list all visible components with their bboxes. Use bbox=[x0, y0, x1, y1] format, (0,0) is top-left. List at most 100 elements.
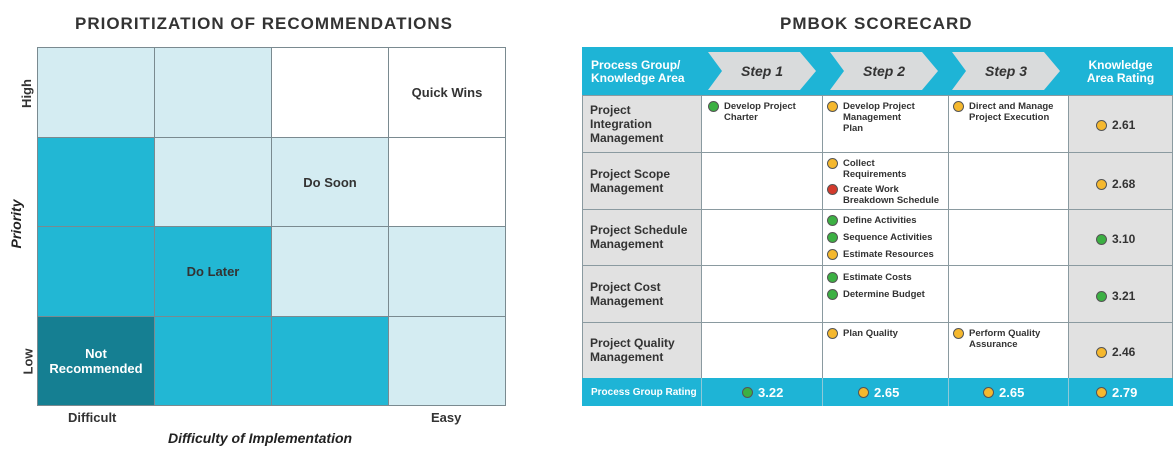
do-soon-label: Do Soon bbox=[303, 174, 357, 190]
rating-value: 2.65 bbox=[874, 385, 900, 400]
item-perform-quality-assurance: Perform Quality Assurance bbox=[953, 328, 1040, 350]
rating-scope: 2.68 bbox=[1096, 177, 1135, 191]
scorecard-footer bbox=[582, 378, 1173, 406]
item-estimate-resources: Estimate Resources bbox=[827, 249, 934, 260]
area-name-scope-line1: Project Scope bbox=[590, 167, 671, 181]
matrix-cell-not-recommended: Not Recommended bbox=[37, 316, 155, 406]
matrix-cell-r1c3 bbox=[271, 47, 389, 138]
item-line: Estimate Costs bbox=[843, 272, 912, 283]
row-schedule-step1-cell bbox=[701, 209, 823, 266]
item-determine-budget: Determine Budget bbox=[827, 289, 925, 300]
y-high-label: High bbox=[18, 79, 34, 108]
item-line: Direct and Manage bbox=[969, 101, 1054, 112]
rating-value: 3.21 bbox=[1112, 289, 1136, 303]
status-dot-yellow bbox=[1096, 178, 1107, 190]
item-estimate-costs: Estimate Costs bbox=[827, 272, 912, 283]
footer-label: Process Group Rating bbox=[591, 387, 697, 398]
status-dot-yellow bbox=[1096, 346, 1107, 358]
item-line: Project Execution bbox=[969, 112, 1050, 123]
matrix-cell-r3c3 bbox=[271, 226, 389, 317]
status-dot-yellow bbox=[953, 328, 964, 339]
status-dot-yellow bbox=[827, 249, 838, 260]
item-line: Determine Budget bbox=[843, 289, 925, 300]
status-dot-green bbox=[1096, 233, 1107, 245]
rating-quality: 2.46 bbox=[1096, 345, 1135, 359]
header-rating-line2: Area Rating bbox=[1086, 71, 1155, 85]
area-name-scope: Project Scope Management bbox=[590, 167, 670, 195]
status-dot-red bbox=[827, 184, 838, 195]
step1-chevron bbox=[708, 52, 816, 90]
area-name-cost: Project Cost Management bbox=[590, 280, 663, 308]
item-collect-requirements: Collect Requirements bbox=[827, 158, 906, 180]
rating-schedule: 3.10 bbox=[1096, 232, 1135, 246]
rating-value: 2.46 bbox=[1112, 345, 1136, 359]
status-dot-green bbox=[827, 215, 838, 226]
row-schedule-rating-cell bbox=[1068, 209, 1173, 266]
scorecard-title: PMBOK SCORECARD bbox=[780, 14, 973, 33]
matrix-cell-r1c2 bbox=[154, 47, 272, 138]
status-dot-yellow bbox=[983, 387, 994, 398]
footer-overall-rating: 2.79 bbox=[1096, 385, 1137, 400]
item-line: Develop Project bbox=[724, 101, 796, 112]
status-dot-green bbox=[827, 232, 838, 243]
status-dot-green bbox=[1096, 290, 1107, 302]
footer-step2-rating: 2.65 bbox=[858, 385, 899, 400]
header-rating-line1: Knowledge bbox=[1088, 58, 1153, 72]
rating-cost: 3.21 bbox=[1096, 289, 1135, 303]
status-dot-green bbox=[827, 289, 838, 300]
step1-label: Step 1 bbox=[740, 63, 783, 79]
header-knowledge-area-rating: Knowledge Area Rating bbox=[1068, 59, 1173, 85]
area-name-schedule: Project Schedule Management bbox=[590, 223, 687, 251]
row-cost-step1-cell bbox=[701, 265, 823, 323]
area-name-cost-line1: Project Cost bbox=[590, 280, 661, 294]
footer-divider-1 bbox=[701, 378, 702, 406]
footer-divider-2 bbox=[822, 378, 823, 406]
item-line: Plan bbox=[843, 123, 864, 134]
matrix-cell-r2c2 bbox=[154, 137, 272, 227]
footer-step1-rating: 3.22 bbox=[742, 385, 783, 400]
rating-value: 2.68 bbox=[1112, 177, 1136, 191]
status-dot-yellow bbox=[827, 101, 838, 112]
status-dot-yellow bbox=[827, 158, 838, 169]
item-line: Estimate Resources bbox=[843, 249, 934, 260]
not-recommended-label-1: Not bbox=[85, 346, 107, 361]
pmbok-scorecard: Process Group/ Knowledge Area Step 1 Ste… bbox=[582, 47, 1173, 406]
not-recommended-label-2: Recommended bbox=[49, 361, 143, 376]
area-name-integration: Project Integration Management bbox=[590, 103, 663, 145]
status-dot-green bbox=[708, 101, 719, 112]
row-integration-name-cell bbox=[582, 95, 702, 153]
area-name-schedule-line2: Management bbox=[590, 237, 664, 251]
item-line: Requirements bbox=[843, 169, 907, 180]
status-dot-yellow bbox=[1096, 119, 1107, 131]
area-name-integration-line2: Integration bbox=[590, 117, 652, 131]
row-quality-name-cell bbox=[582, 322, 702, 379]
matrix-cell-r1c1 bbox=[37, 47, 155, 138]
status-dot-yellow bbox=[1096, 387, 1107, 398]
area-name-quality-line1: Project Quality bbox=[590, 336, 675, 350]
matrix-cell-do-later: Do Later bbox=[154, 226, 272, 317]
x-right-label: Easy bbox=[431, 410, 462, 425]
item-sequence-activities: Sequence Activities bbox=[827, 232, 932, 243]
do-later-label: Do Later bbox=[186, 264, 240, 279]
matrix-cell-r2c1 bbox=[37, 137, 155, 227]
item-line: Management bbox=[843, 112, 902, 123]
x-left-label: Difficult bbox=[68, 410, 117, 425]
step3-chevron bbox=[952, 52, 1060, 90]
item-line: Collect bbox=[843, 158, 875, 169]
item-create-work-breakdown-schedule: Create Work Breakdown Schedule bbox=[827, 184, 939, 206]
item-line: Plan Quality bbox=[843, 328, 898, 339]
y-axis-title: Priority bbox=[8, 199, 24, 249]
area-name-integration-line1: Project bbox=[590, 103, 631, 117]
step2-label: Step 2 bbox=[862, 63, 905, 79]
x-axis-title: Difficulty of Implementation bbox=[168, 430, 353, 446]
footer-divider-4 bbox=[1068, 378, 1069, 406]
rating-value: 2.61 bbox=[1112, 118, 1136, 132]
matrix-cell-quick-wins: Quick Wins bbox=[388, 47, 506, 138]
matrix-title: PRIORITIZATION OF RECOMMENDATIONS bbox=[75, 14, 454, 33]
rating-value: 3.10 bbox=[1112, 232, 1136, 246]
matrix-cell-r4c2 bbox=[154, 316, 272, 406]
area-name-quality-line2: Management bbox=[590, 350, 664, 364]
item-plan-quality: Plan Quality bbox=[827, 328, 898, 339]
row-quality-step1-cell bbox=[701, 322, 823, 379]
area-name-schedule-line1: Project Schedule bbox=[590, 223, 688, 237]
